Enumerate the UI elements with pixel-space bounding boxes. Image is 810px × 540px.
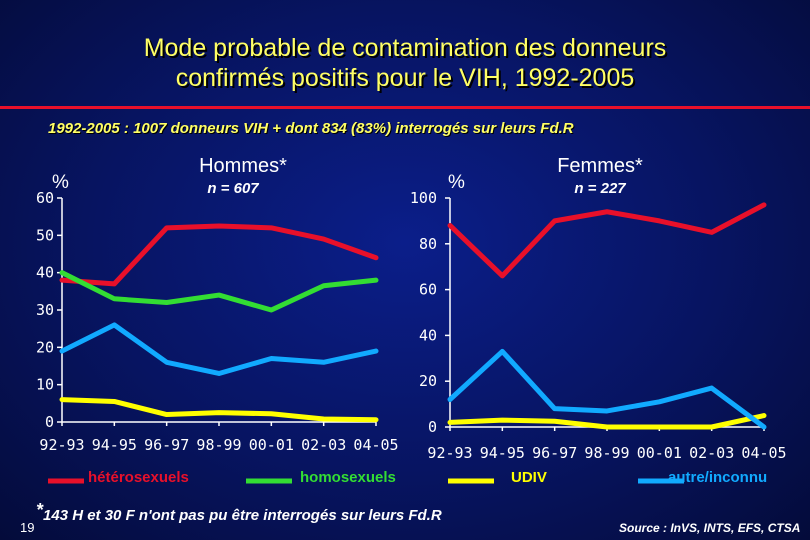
women-series-udiv: [447, 413, 767, 430]
men-y-tick-label: 40: [36, 264, 54, 282]
men-series-heterosexuels: [59, 223, 379, 287]
men-series-autre-inconnu: [59, 322, 379, 376]
men-y-tick-label: 30: [36, 301, 54, 319]
men-y-tick-label: 60: [36, 189, 54, 207]
women-y-tick-label: 60: [419, 281, 437, 299]
women-x-tick-label: 96-97: [532, 444, 577, 462]
slide-title-line2: confirmés positifs pour le VIH, 1992-200…: [175, 64, 635, 92]
women-y-tick-label: 40: [419, 326, 437, 344]
men-series-udiv: [59, 397, 379, 423]
women-series-heterosexuels: [447, 202, 767, 279]
men-chart-title: Hommes*: [199, 155, 287, 177]
footnote: *143 H et 30 F n'ont pas pu être interro…: [36, 500, 442, 524]
footnote-star: *: [36, 500, 44, 520]
men-x-tick-label: 94-95: [92, 436, 137, 454]
men-x-tick-label: 02-03: [301, 436, 346, 454]
page-number: 19: [20, 520, 35, 535]
men-y-tick-label: 10: [36, 376, 54, 394]
men-chart-n: n = 607: [207, 180, 259, 197]
women-y-tick-label: 0: [428, 418, 437, 436]
women-y-tick-label: 20: [419, 372, 437, 390]
title-divider: [0, 106, 810, 109]
footnote-text: 143 H et 30 F n'ont pas pu être interrog…: [43, 507, 442, 524]
men-x-tick-label: 96-97: [144, 436, 189, 454]
men-y-tick-label: 20: [36, 338, 54, 356]
slide-subtitle: 1992-2005 : 1007 donneurs VIH + dont 834…: [48, 120, 574, 137]
women-y-tick-label: 100: [410, 189, 437, 207]
legend-label-autre-inconnu: autre/inconnu: [668, 469, 767, 486]
source-note: Source : InVS, INTS, EFS, CTSA: [619, 521, 801, 535]
women-x-tick-label: 98-99: [584, 444, 629, 462]
men-x-tick-label: 00-01: [249, 436, 294, 454]
legend-label-udiv: UDIV: [511, 469, 547, 486]
men-x-tick-label: 92-93: [39, 436, 84, 454]
men-y-unit: %: [52, 172, 69, 193]
men-x-tick-label: 04-05: [353, 436, 398, 454]
legend-label-homosexuels: homosexuels: [300, 469, 396, 486]
women-x-tick-label: 92-93: [427, 444, 472, 462]
men-y-tick-label: 50: [36, 226, 54, 244]
men-x-tick-label: 98-99: [196, 436, 241, 454]
women-chart-n: n = 227: [574, 180, 626, 197]
women-x-tick-label: 04-05: [741, 444, 786, 462]
women-series-autre-inconnu: [447, 348, 767, 430]
women-y-unit: %: [448, 172, 465, 193]
women-y-tick-label: 80: [419, 235, 437, 253]
men-series-homosexuels: [59, 270, 379, 313]
women-chart-title: Femmes*: [557, 155, 643, 177]
women-x-tick-label: 00-01: [637, 444, 682, 462]
women-x-tick-label: 02-03: [689, 444, 734, 462]
slide-title-line1: Mode probable de contamination des donne…: [143, 34, 667, 62]
legend-label-heterosexuels: hétérosexuels: [88, 469, 189, 486]
women-x-tick-label: 94-95: [480, 444, 525, 462]
slide-title: Mode probable de contamination des donne…: [0, 33, 810, 93]
men-y-tick-label: 0: [45, 413, 54, 431]
